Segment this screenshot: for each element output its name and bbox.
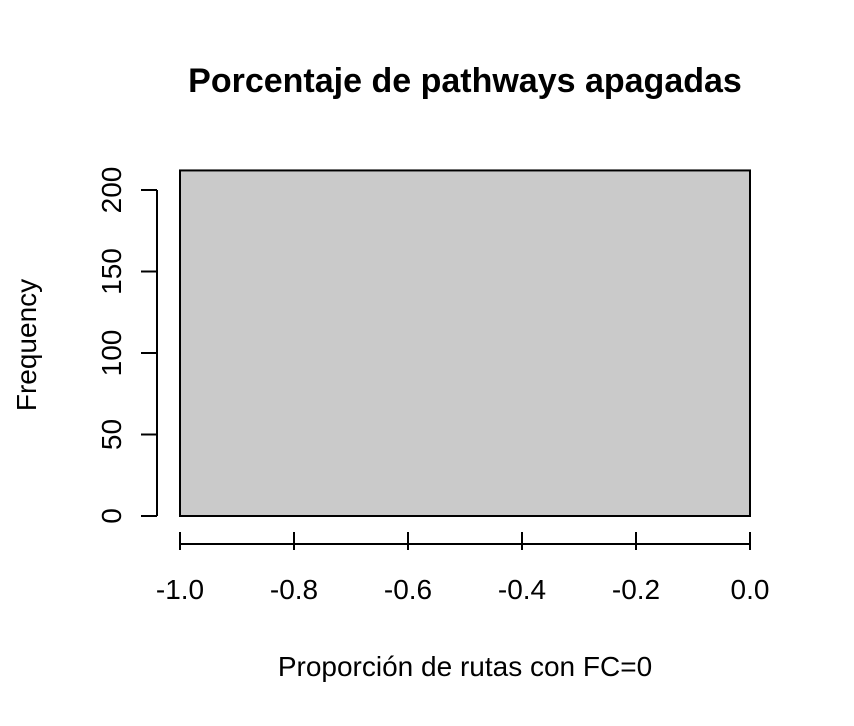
y-tick-label: 100 (96, 330, 127, 377)
histogram-bar-0 (179, 169, 751, 517)
y-tick-label: 50 (96, 419, 127, 450)
x-tick-label: -0.4 (498, 574, 546, 605)
y-tick-label: 0 (96, 508, 127, 524)
x-tick-label: 0.0 (731, 574, 770, 605)
y-axis: 0 50 100 150 200 (96, 167, 158, 524)
x-axis: -1.0 -0.8 -0.6 -0.4 -0.2 0.0 (156, 532, 770, 605)
y-axis-label: Frequency (11, 279, 42, 411)
y-tick-label: 150 (96, 248, 127, 295)
y-tick-label: 200 (96, 167, 127, 214)
x-tick-label: -1.0 (156, 574, 204, 605)
x-tick-label: -0.8 (270, 574, 318, 605)
chart-title: Porcentaje de pathways apagadas (188, 62, 742, 100)
x-axis-label: Proporción de rutas con FC=0 (278, 651, 652, 682)
x-tick-label: -0.6 (384, 574, 432, 605)
x-tick-label: -0.2 (612, 574, 660, 605)
bars-group (179, 169, 751, 517)
